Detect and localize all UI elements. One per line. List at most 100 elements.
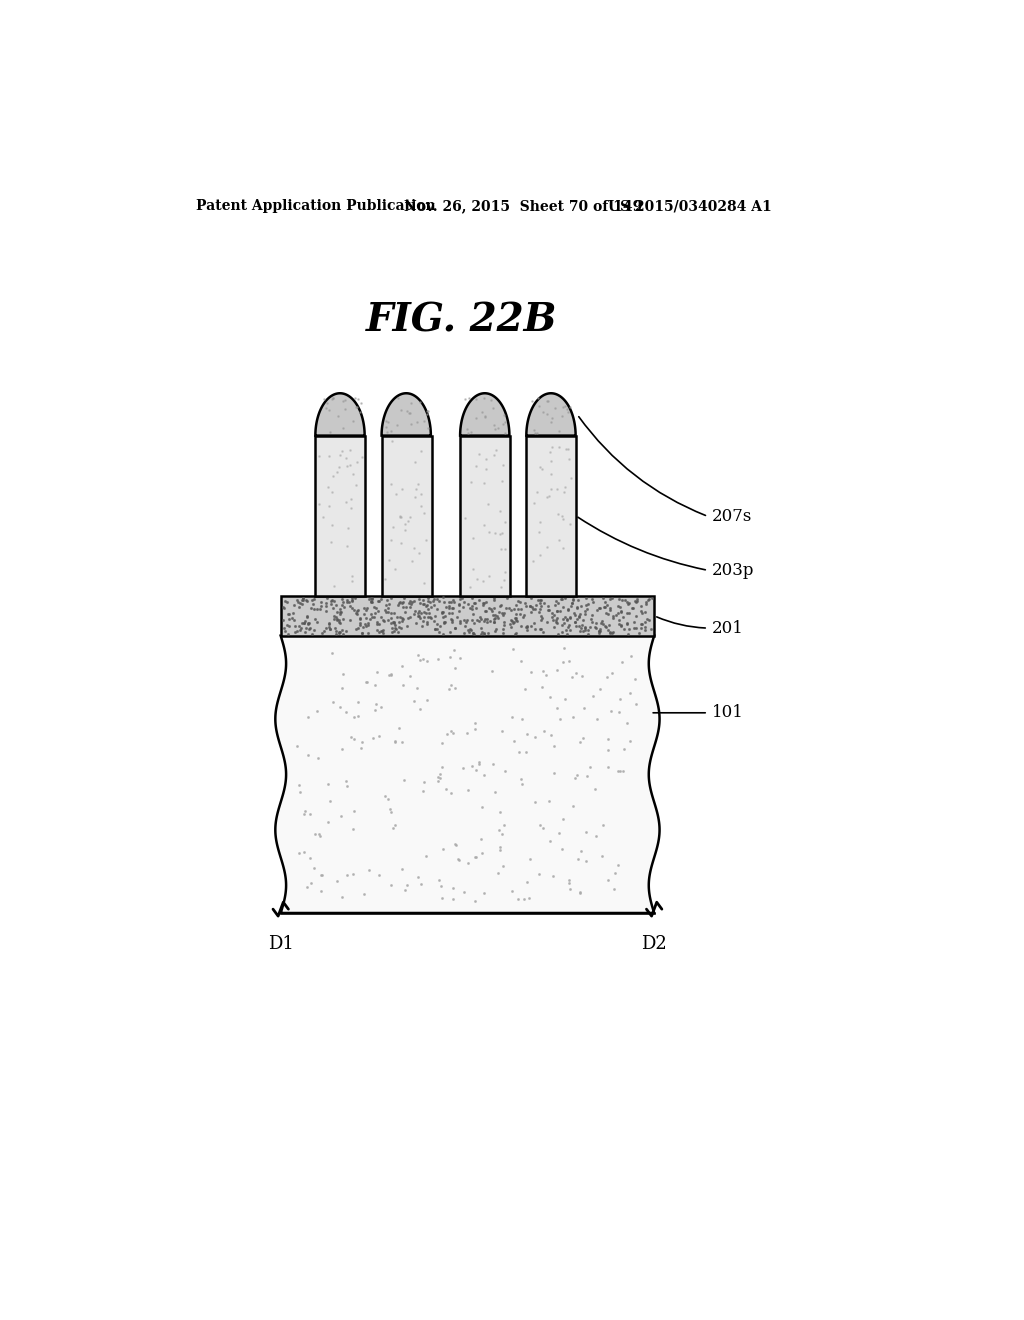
Point [605, 606, 622, 627]
Point [539, 611, 555, 632]
Point [537, 593, 553, 614]
Point [551, 420, 567, 441]
Point [383, 603, 399, 624]
Point [319, 587, 336, 609]
Point [589, 599, 605, 620]
Point [518, 742, 535, 763]
Point [295, 590, 311, 611]
Point [494, 824, 510, 845]
Point [375, 619, 391, 640]
Point [362, 591, 379, 612]
Point [349, 603, 366, 624]
Point [395, 587, 412, 609]
Point [495, 855, 511, 876]
Point [487, 618, 504, 639]
Point [416, 411, 432, 432]
Point [544, 606, 560, 627]
Point [375, 623, 391, 644]
Point [334, 587, 350, 609]
Point [579, 594, 595, 615]
Point [443, 675, 460, 696]
Point [626, 597, 642, 618]
Point [416, 771, 432, 792]
Point [420, 607, 436, 628]
Point [596, 597, 612, 618]
Point [591, 620, 607, 642]
Point [327, 618, 343, 639]
Point [531, 457, 548, 478]
Point [333, 738, 349, 759]
Point [365, 589, 381, 610]
Point [434, 602, 451, 623]
Point [344, 590, 360, 611]
Point [497, 422, 513, 444]
Point [580, 594, 596, 615]
Point [575, 609, 592, 630]
Point [329, 601, 345, 622]
Point [386, 611, 402, 632]
Point [552, 709, 568, 730]
Point [476, 515, 493, 536]
Point [394, 675, 411, 696]
Point [440, 678, 457, 700]
Point [381, 593, 397, 614]
Point [332, 612, 348, 634]
Point [612, 614, 629, 635]
Point [398, 400, 415, 421]
Point [618, 713, 635, 734]
Point [292, 781, 308, 803]
Point [558, 610, 574, 631]
Point [511, 605, 527, 626]
Point [638, 594, 654, 615]
Point [526, 792, 543, 813]
Point [473, 609, 489, 630]
Point [541, 791, 557, 812]
Point [291, 842, 307, 863]
Point [419, 651, 435, 672]
Point [316, 388, 333, 409]
Point [446, 591, 463, 612]
Point [517, 593, 534, 614]
Point [300, 612, 316, 634]
Point [535, 818, 551, 840]
Point [575, 620, 592, 642]
Point [623, 645, 639, 667]
Point [508, 607, 524, 628]
Point [538, 664, 554, 685]
Point [620, 623, 636, 644]
Point [513, 768, 529, 789]
Point [343, 488, 359, 510]
Point [462, 618, 478, 639]
Point [299, 590, 315, 611]
Point [332, 444, 348, 465]
Point [434, 603, 451, 624]
Point [506, 730, 522, 751]
Point [328, 595, 344, 616]
Point [628, 591, 644, 612]
Point [600, 619, 616, 640]
Point [476, 601, 493, 622]
Point [368, 597, 384, 618]
Point [400, 403, 417, 424]
Point [319, 774, 336, 795]
Point [276, 590, 293, 611]
Point [490, 820, 507, 841]
Point [357, 607, 374, 628]
Point [476, 883, 493, 904]
Point [394, 479, 411, 500]
Point [309, 748, 326, 770]
Point [563, 667, 580, 688]
Point [566, 767, 583, 788]
Point [610, 614, 627, 635]
Point [344, 463, 360, 484]
Point [507, 623, 523, 644]
Point [380, 610, 396, 631]
Point [616, 589, 633, 610]
Point [382, 529, 398, 550]
Point [611, 597, 628, 618]
Point [577, 601, 593, 622]
Point [356, 598, 373, 619]
Point [339, 865, 355, 886]
Point [478, 449, 495, 470]
Point [451, 594, 467, 615]
